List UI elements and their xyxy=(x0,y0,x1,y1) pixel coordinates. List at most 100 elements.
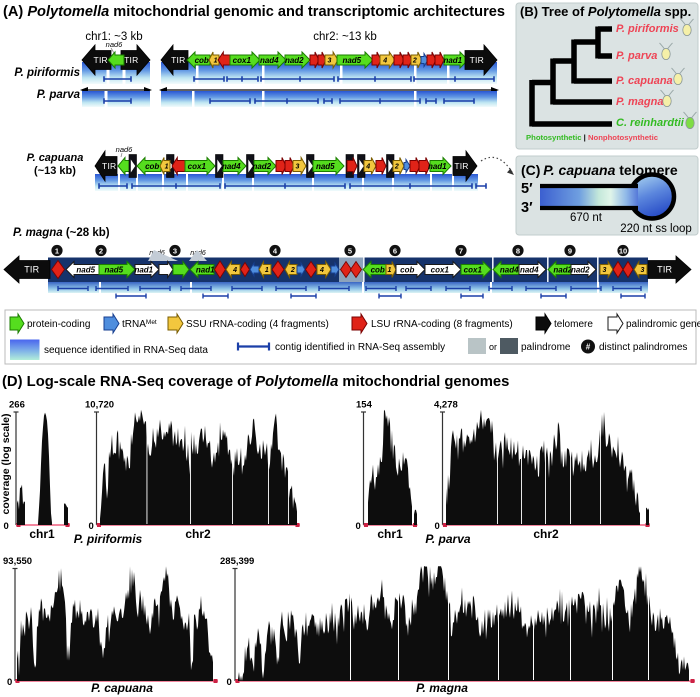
svg-text:nad2: nad2 xyxy=(553,265,572,274)
svg-text:chr2: ~13 kb: chr2: ~13 kb xyxy=(313,31,377,43)
svg-text:distinct palindromes: distinct palindromes xyxy=(599,342,687,353)
svg-text:4: 4 xyxy=(232,267,237,274)
svg-text:2: 2 xyxy=(99,246,103,255)
svg-text:P. piriformis: P. piriformis xyxy=(616,23,679,35)
svg-text:TIR: TIR xyxy=(657,265,672,275)
svg-text:TIR: TIR xyxy=(24,265,39,275)
svg-text:7: 7 xyxy=(459,246,463,255)
svg-text:P. capuana: P. capuana xyxy=(27,152,84,164)
svg-text:nad1: nad1 xyxy=(443,56,462,65)
svg-text:telomere: telomere xyxy=(554,319,593,330)
svg-text:(B) Tree of Polytomella spp.: (B) Tree of Polytomella spp. xyxy=(520,4,691,19)
svg-text:2: 2 xyxy=(412,58,417,65)
svg-text:cob: cob xyxy=(195,56,209,65)
svg-text:1: 1 xyxy=(214,58,218,65)
svg-text:cox1: cox1 xyxy=(233,56,252,65)
svg-text:3: 3 xyxy=(328,58,332,65)
svg-text:chr1: ~3 kb: chr1: ~3 kb xyxy=(85,31,142,43)
svg-text:tRNAMet: tRNAMet xyxy=(122,319,157,330)
svg-text:0: 0 xyxy=(89,521,94,532)
svg-text:nad5: nad5 xyxy=(316,162,335,171)
svg-text:4: 4 xyxy=(319,267,324,274)
svg-text:nad4: nad4 xyxy=(520,265,539,274)
svg-text:0: 0 xyxy=(227,677,232,688)
svg-text:TIR: TIR xyxy=(470,55,484,65)
svg-text:chr1: chr1 xyxy=(377,527,403,541)
svg-text:nad1: nad1 xyxy=(428,162,447,171)
svg-text:3: 3 xyxy=(173,246,177,255)
svg-text:nad2: nad2 xyxy=(571,265,590,274)
svg-text:nad4: nad4 xyxy=(222,162,241,171)
svg-text:Photosynthetic | Nonphotosynth: Photosynthetic | Nonphotosynthetic xyxy=(526,133,659,142)
svg-text:4: 4 xyxy=(365,164,370,171)
svg-text:P. magna (~28 kb): P. magna (~28 kb) xyxy=(13,227,110,239)
svg-text:670 nt: 670 nt xyxy=(570,212,603,224)
svg-text:TIR: TIR xyxy=(102,161,116,171)
svg-text:P. magna: P. magna xyxy=(416,681,468,695)
svg-text:P. parva: P. parva xyxy=(616,50,657,62)
svg-text:(~13 kb): (~13 kb) xyxy=(34,165,76,177)
svg-text:#: # xyxy=(586,343,591,352)
svg-text:5′: 5′ xyxy=(521,181,533,197)
svg-text:SSU rRNA-coding (4 fragments): SSU rRNA-coding (4 fragments) xyxy=(186,319,329,330)
svg-text:chr2: chr2 xyxy=(533,527,559,541)
svg-text:154: 154 xyxy=(356,400,373,411)
svg-text:P. capuana: P. capuana xyxy=(91,681,153,695)
svg-text:P. piriformis: P. piriformis xyxy=(74,532,143,546)
svg-text:4: 4 xyxy=(273,246,278,255)
svg-text:220 nt ss loop: 220 nt ss loop xyxy=(620,223,692,235)
svg-text:P. piriformis: P. piriformis xyxy=(14,67,80,79)
svg-text:3′: 3′ xyxy=(521,200,533,216)
svg-text:10,720: 10,720 xyxy=(85,400,114,411)
svg-text:nad1: nad1 xyxy=(134,265,153,274)
svg-text:TIR: TIR xyxy=(171,55,185,65)
svg-text:2: 2 xyxy=(394,164,399,171)
svg-text:TIR: TIR xyxy=(94,55,108,65)
svg-text:LSU rRNA-coding (8 fragments): LSU rRNA-coding (8 fragments) xyxy=(371,319,513,330)
svg-text:cob: cob xyxy=(145,162,159,171)
svg-text:1: 1 xyxy=(265,267,269,274)
svg-text:0: 0 xyxy=(7,677,12,688)
svg-text:nad5: nad5 xyxy=(76,265,95,274)
svg-text:nad2: nad2 xyxy=(252,162,271,171)
svg-text:nad6: nad6 xyxy=(116,145,134,154)
svg-text:nad4: nad4 xyxy=(260,56,279,65)
svg-text:3: 3 xyxy=(603,267,607,274)
svg-text:chr1: chr1 xyxy=(29,527,55,541)
svg-text:P. parva: P. parva xyxy=(37,89,81,101)
svg-text:4,278: 4,278 xyxy=(434,400,458,411)
svg-text:93,550: 93,550 xyxy=(3,556,32,567)
svg-text:cox1: cox1 xyxy=(188,162,207,171)
svg-text:nad4: nad4 xyxy=(500,265,519,274)
svg-text:cox1: cox1 xyxy=(431,265,450,274)
svg-text:cox1: cox1 xyxy=(464,265,483,274)
svg-text:coverage (log scale): coverage (log scale) xyxy=(0,414,12,515)
svg-text:6: 6 xyxy=(393,246,397,255)
svg-text:nad5: nad5 xyxy=(104,265,123,274)
svg-text:(D) Log-scale RNA-Seq coverage: (D) Log-scale RNA-Seq coverage of Polyto… xyxy=(2,374,509,390)
svg-text:(C) P. capuana telomere: (C) P. capuana telomere xyxy=(521,162,678,178)
svg-text:1: 1 xyxy=(387,267,391,274)
svg-text:8: 8 xyxy=(516,246,520,255)
svg-text:TIR: TIR xyxy=(454,161,468,171)
svg-text:nad2: nad2 xyxy=(285,56,304,65)
svg-text:3: 3 xyxy=(296,164,300,171)
svg-text:P. magna: P. magna xyxy=(616,96,664,108)
svg-text:(A) Polytomella mitochondrial: (A) Polytomella mitochondrial genomic an… xyxy=(3,4,505,20)
svg-text:nad1: nad1 xyxy=(196,265,215,274)
svg-text:5: 5 xyxy=(348,246,352,255)
svg-text:cob: cob xyxy=(400,265,414,274)
svg-text:3: 3 xyxy=(641,267,645,274)
svg-text:P. capuana: P. capuana xyxy=(616,75,673,87)
svg-text:palindromic gene: palindromic gene xyxy=(626,319,700,330)
svg-text:P. parva: P. parva xyxy=(425,532,470,546)
svg-text:1: 1 xyxy=(165,164,169,171)
svg-text:nad5: nad5 xyxy=(342,56,361,65)
svg-text:C. reinhardtii: C. reinhardtii xyxy=(616,117,685,129)
svg-text:protein-coding: protein-coding xyxy=(27,319,90,330)
svg-text:0: 0 xyxy=(356,521,361,532)
svg-text:cob: cob xyxy=(371,265,385,274)
svg-text:1: 1 xyxy=(55,246,59,255)
svg-text:palindrome: palindrome xyxy=(521,342,571,353)
svg-text:chr2: chr2 xyxy=(185,527,211,541)
